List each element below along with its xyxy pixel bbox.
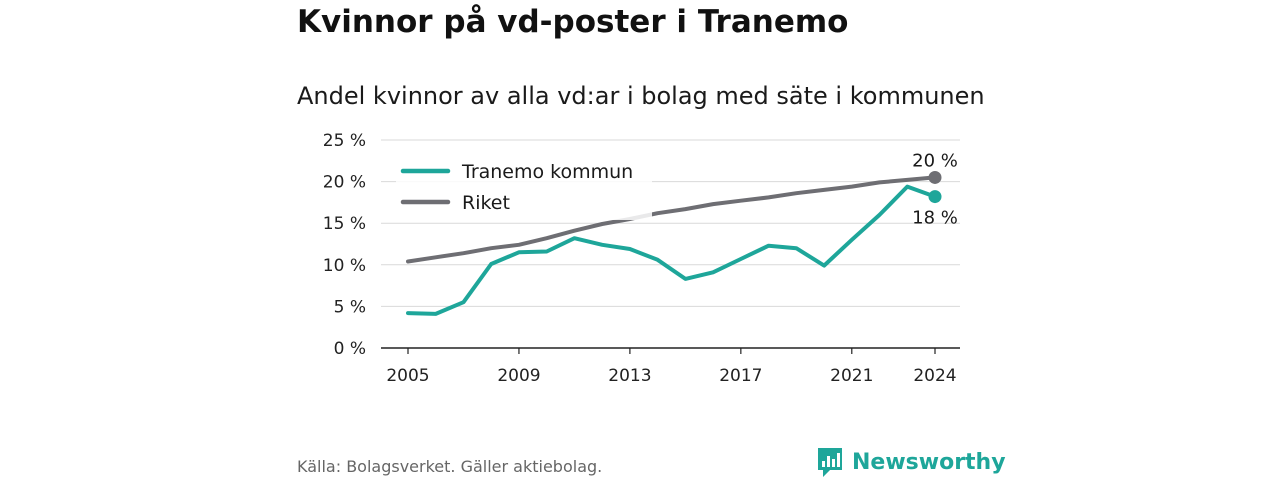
legend-label-tranemo-kommun: Tranemo kommun <box>461 161 633 183</box>
end-label-tranemo-kommun: 18 % <box>912 208 958 229</box>
x-tick-label: 2013 <box>608 366 651 386</box>
y-tick-label: 15 % <box>323 214 366 234</box>
legend-background <box>396 150 652 220</box>
x-tick-label: 2024 <box>913 366 956 386</box>
y-tick-label: 10 % <box>323 256 366 276</box>
y-tick-label: 20 % <box>323 173 366 193</box>
chart-subtitle: Andel kvinnor av alla vd:ar i bolag med … <box>297 82 985 110</box>
legend-label-riket: Riket <box>462 192 510 214</box>
series-line-riket <box>406 175 937 264</box>
x-tick-label: 2009 <box>497 366 540 386</box>
end-label-riket: 20 % <box>912 150 958 171</box>
chart-title: Kvinnor på vd-poster i Tranemo <box>297 4 849 40</box>
x-tick-label: 2021 <box>830 366 873 386</box>
source-note: Källa: Bolagsverket. Gäller aktiebolag. <box>297 457 603 476</box>
series-line-tranemo-kommun <box>406 184 937 316</box>
brand-name: Newsworthy <box>852 449 1006 475</box>
y-tick-label: 5 % <box>334 297 366 317</box>
x-tick-label: 2017 <box>719 366 762 386</box>
y-tick-label: 25 % <box>323 131 366 151</box>
newsworthy-logo: Newsworthy <box>816 446 1006 478</box>
series-end-point-riket <box>928 170 942 184</box>
bar-chart-speech-bubble-icon <box>818 448 842 477</box>
series-end-point-tranemo-kommun <box>928 190 942 204</box>
line-chart: 0 % 5 % 10 % 15 % 20 % 25 % 2005 2009 2013 2017 20… <box>323 131 960 386</box>
x-tick-label: 2005 <box>386 366 429 386</box>
y-tick-label: 0 % <box>334 339 366 359</box>
